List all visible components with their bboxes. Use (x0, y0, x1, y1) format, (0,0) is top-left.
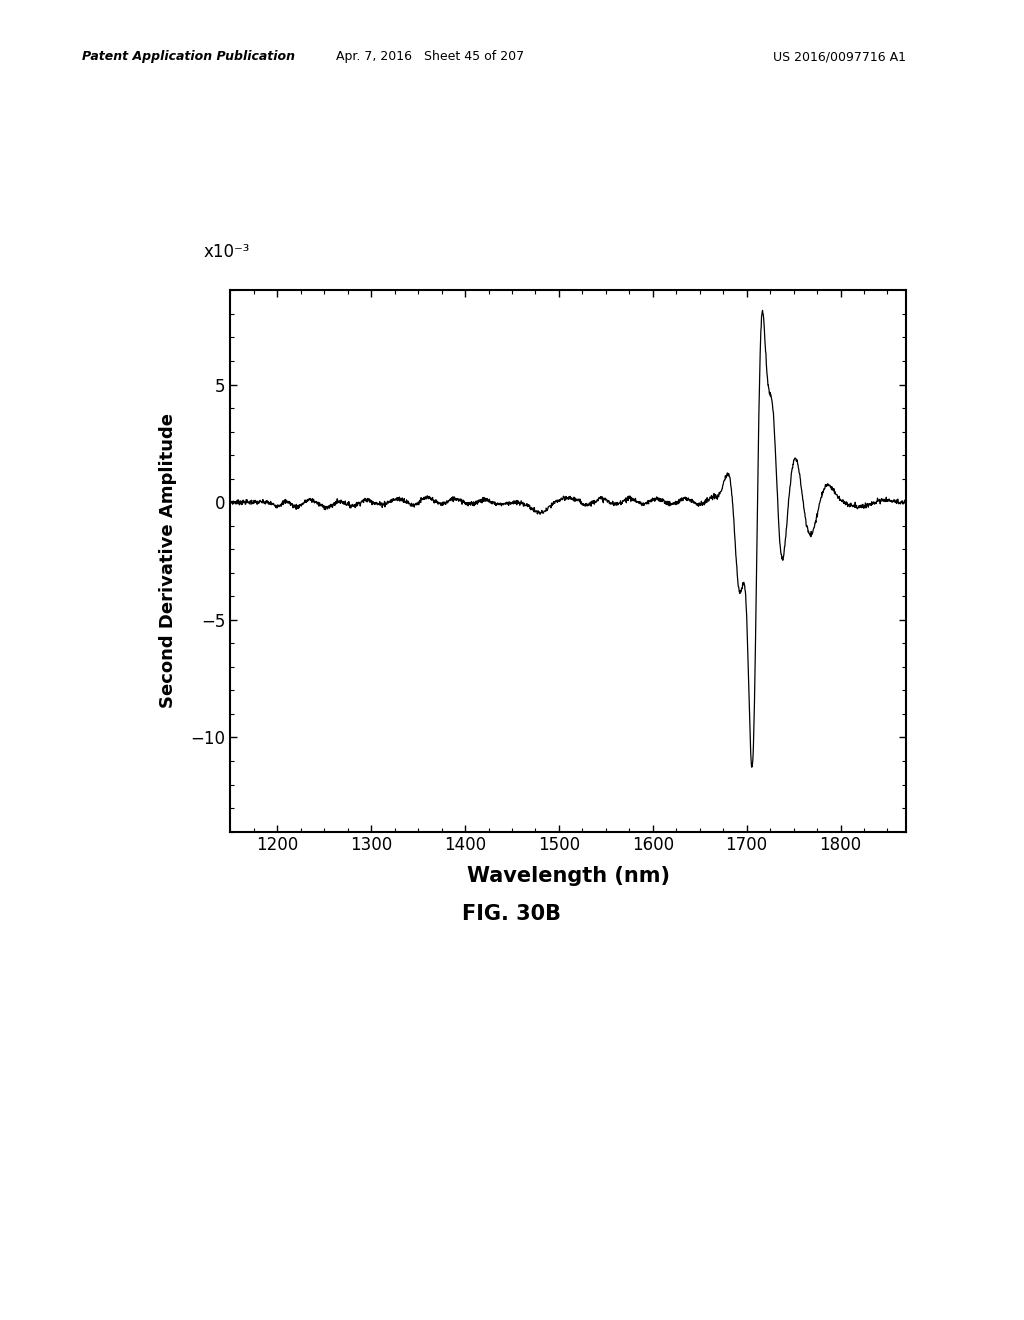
X-axis label: Wavelength (nm): Wavelength (nm) (467, 866, 670, 886)
Text: Patent Application Publication: Patent Application Publication (82, 50, 295, 63)
Text: FIG. 30B: FIG. 30B (463, 904, 561, 924)
Y-axis label: Second Derivative Amplitude: Second Derivative Amplitude (159, 413, 177, 709)
Text: US 2016/0097716 A1: US 2016/0097716 A1 (773, 50, 906, 63)
Text: Apr. 7, 2016   Sheet 45 of 207: Apr. 7, 2016 Sheet 45 of 207 (336, 50, 524, 63)
Text: x10⁻³: x10⁻³ (204, 243, 250, 260)
